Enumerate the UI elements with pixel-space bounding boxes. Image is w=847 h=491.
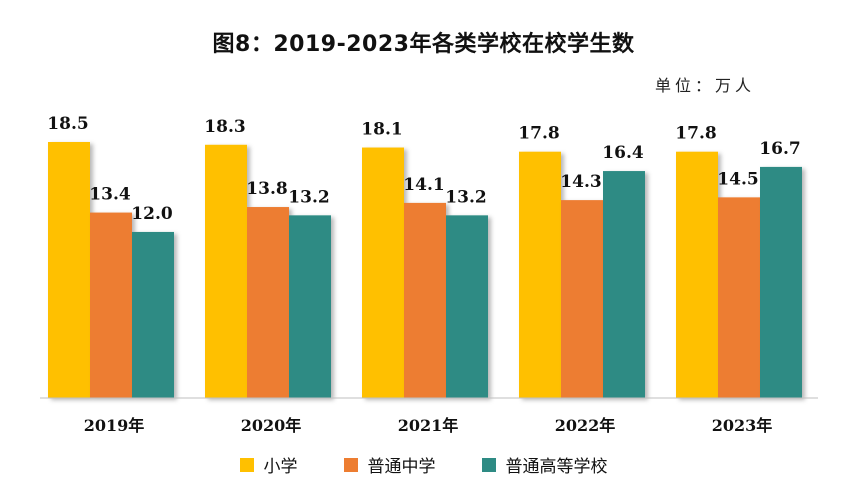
legend-swatch-1 [239,457,254,472]
bar-2-4 [561,200,603,398]
x-tick-label-3: 2021年 [398,416,459,435]
bar-3-1 [132,231,174,398]
bar-3-4 [603,171,645,398]
legend-label-1: 小学 [263,457,298,477]
legend-item-3: 普通高等学校 [481,452,608,477]
bar-1-5 [676,151,718,398]
legend: 小学 普通中学 普通高等学校 [0,452,847,477]
data-label-2-5: 14.5 [717,169,758,189]
bar-3-2 [289,215,331,398]
legend-item-2: 普通中学 [343,452,436,477]
data-label-1-3: 18.1 [361,120,402,140]
data-label-3-5: 16.7 [759,139,800,159]
data-label-1-5: 17.8 [675,124,716,144]
data-label-1-1: 18.5 [47,114,88,134]
x-tick-label-1: 2019年 [84,416,145,435]
data-label-3-2: 13.2 [288,187,329,207]
data-label-3-1: 12.0 [131,204,173,224]
x-tick-label-2: 2020年 [241,416,302,435]
data-label-1-2: 18.3 [204,117,245,137]
data-label-2-2: 13.8 [246,179,287,199]
bar-1-3 [362,147,404,398]
legend-swatch-3 [481,457,496,472]
data-label-3-3: 13.2 [445,187,486,207]
legend-label-3: 普通高等学校 [505,457,608,477]
x-tick-label-4: 2022年 [555,416,616,435]
bars-layer [48,142,802,398]
data-label-3-4: 16.4 [602,143,644,163]
data-label-2-3: 14.1 [403,175,444,195]
bar-1-4 [519,151,561,398]
bar-3-3 [446,215,488,398]
bar-1-2 [205,144,247,398]
data-label-2-1: 13.4 [89,185,131,205]
bar-2-5 [718,197,760,398]
bar-2-3 [404,202,446,398]
unit-label: 单位：万人 [654,76,755,95]
bar-2-1 [90,212,132,398]
bar-1-1 [48,142,90,398]
data-label-1-4: 17.8 [518,124,559,144]
bar-2-2 [247,207,289,398]
legend-swatch-2 [343,457,358,472]
x-tick-label-5: 2023年 [712,416,773,435]
legend-item-1: 小学 [239,452,298,477]
bar-3-5 [760,166,802,398]
legend-label-2: 普通中学 [367,457,436,477]
data-label-2-4: 14.3 [560,172,601,192]
chart-title: 图8：2019-2023年各类学校在校学生数 [212,32,635,57]
